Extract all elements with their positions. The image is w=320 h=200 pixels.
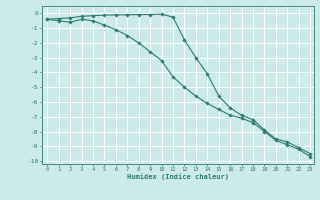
X-axis label: Humidex (Indice chaleur): Humidex (Indice chaleur) xyxy=(127,173,228,180)
